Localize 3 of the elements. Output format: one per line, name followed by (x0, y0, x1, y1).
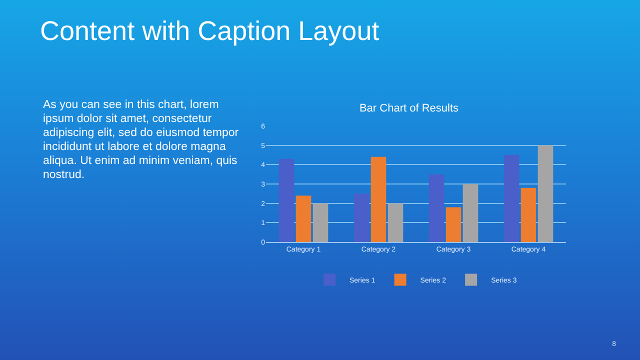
text: As you can see in this chart, lorem ipsum dolor sit amet, consectetur adipiscing elit, sed do eiusmod tempor incididunt ut labore et dolore magna aliqua. Ut enim ad minim veniam, quis nostrud. (43, 98, 240, 182)
chart-title: Bar Chart of Results (359, 102, 460, 115)
text: Content with Caption Layout (40, 16, 380, 47)
